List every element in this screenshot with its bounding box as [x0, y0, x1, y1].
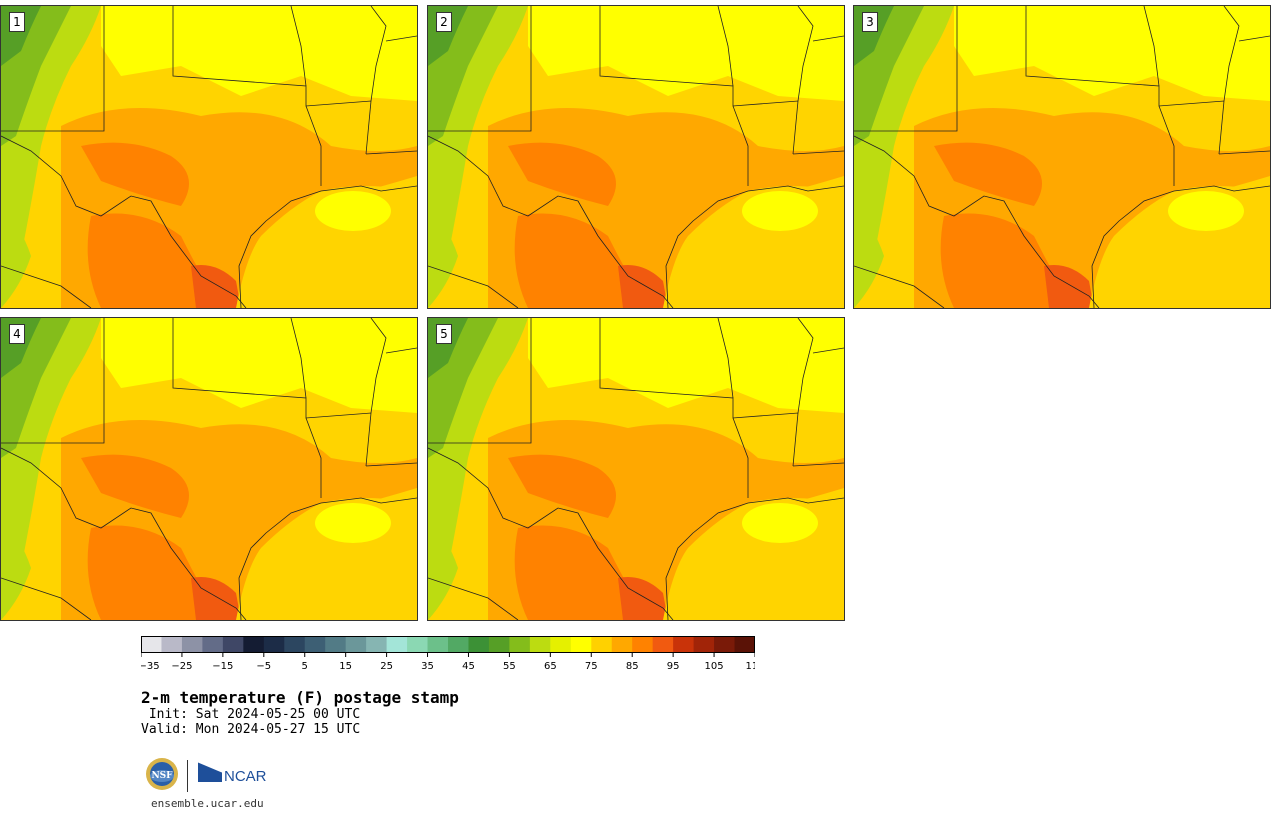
colorbar-bin [591, 636, 613, 653]
colorbar-tick-label: 15 [339, 661, 352, 672]
colorbar-tick-label: 95 [667, 661, 680, 672]
colorbar-tick-label: −15 [212, 661, 233, 672]
nsf-logo-icon: NSF [146, 758, 178, 790]
colorbar-bin [222, 636, 244, 653]
colorbar-bin [202, 636, 224, 653]
forecast-panel: 1 [0, 5, 418, 309]
colorbar-bin [468, 636, 490, 653]
ncar-logo-text: NCAR [224, 768, 267, 785]
colorbar-bin [529, 636, 551, 653]
colorbar-bin [550, 636, 572, 653]
forecast-panel: 5 [427, 317, 845, 621]
forecast-panel: 2 [427, 5, 845, 309]
colorbar-bin [734, 636, 755, 653]
colorbar-tick-label: −25 [171, 661, 192, 672]
colorbar-bin [427, 636, 449, 653]
nsf-logo-text: NSF [151, 771, 173, 781]
colorbar-tick-label: 115 [745, 661, 755, 672]
colorbar-bin [448, 636, 469, 653]
temperature-map [428, 318, 844, 620]
colorbar-bin [570, 636, 592, 653]
colorbar: −35 −25 −15 −5 5 15 25 35 45 55 65 75 85 95 105 115 [141, 636, 755, 672]
colorbar-tick-label: 35 [421, 661, 434, 672]
temperature-map [1, 318, 417, 620]
forecast-panel: 4 [0, 317, 418, 621]
colorbar-bin [141, 636, 162, 653]
colorbar-bin [673, 636, 695, 653]
panel-label: 2 [436, 12, 452, 32]
colorbar-tick-label: −35 [141, 661, 160, 672]
panel-label: 1 [9, 12, 25, 32]
colorbar-bin [714, 636, 736, 653]
forecast-panel: 3 [853, 5, 1271, 309]
colorbar-bin [652, 636, 674, 653]
colorbar-bin [693, 636, 715, 653]
colorbar-bin [325, 636, 347, 653]
colorbar-bin [632, 636, 654, 653]
colorbar-tick-label: 85 [626, 661, 639, 672]
colorbar-tick-label: 75 [585, 661, 598, 672]
panel-label: 5 [436, 324, 452, 344]
colorbar-bin [304, 636, 326, 653]
panel-label: 3 [862, 12, 878, 32]
colorbar-bin [488, 636, 510, 653]
colorbar-tick-label: −5 [256, 661, 271, 672]
init-time: Init: Sat 2024-05-25 00 UTC [141, 707, 361, 722]
colorbar-bin [407, 636, 429, 653]
colorbar-bin [181, 636, 203, 653]
colorbar-bin [284, 636, 306, 653]
panel-label: 4 [9, 324, 25, 344]
colorbar-frame [141, 636, 755, 653]
colorbar-bin [366, 636, 388, 653]
colorbar-bin [509, 636, 531, 653]
colorbar-tick-label: 5 [302, 661, 308, 672]
colorbar-tick-label: 55 [503, 661, 516, 672]
colorbar-tick-label: 45 [462, 661, 475, 672]
colorbar-bin [243, 636, 265, 653]
colorbar-bin [345, 636, 367, 653]
colorbar-tick-label: 105 [705, 661, 724, 672]
valid-time: Valid: Mon 2024-05-27 15 UTC [141, 722, 361, 737]
chart-title: 2-m temperature (F) postage stamp [141, 688, 459, 707]
colorbar-bin [161, 636, 183, 653]
logo-divider [187, 760, 188, 792]
colorbar-tick-label: 25 [380, 661, 393, 672]
temperature-map [854, 6, 1270, 308]
temperature-map [428, 6, 844, 308]
colorbar-bin [386, 636, 408, 653]
colorbar-tick-label: 65 [544, 661, 557, 672]
site-url: ensemble.ucar.edu [151, 797, 264, 810]
colorbar-bin [611, 636, 633, 653]
temperature-map [1, 6, 417, 308]
colorbar-bin [263, 636, 285, 653]
ncar-logo-icon: NCAR [198, 762, 267, 785]
